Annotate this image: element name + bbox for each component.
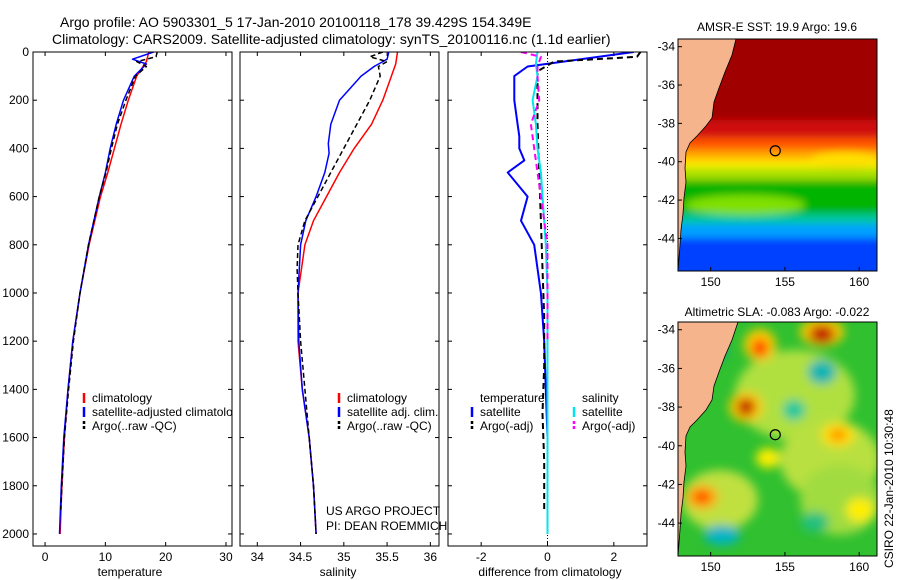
sst-lon-tick-label: 150 <box>701 275 721 289</box>
sst-map-frame <box>677 38 878 272</box>
sst-lat-tick-label: -38 <box>658 116 676 130</box>
temperature-legend-climatology-label: climatology <box>92 391 152 405</box>
temperature-series-3 <box>59 52 158 510</box>
difference-xtick-label: 2 <box>610 550 617 564</box>
sst-lat-tick-label: -40 <box>658 155 676 169</box>
salinity-axes-frame <box>239 51 440 547</box>
sst-lat-tick-label: -34 <box>658 40 676 54</box>
sst-map-title: AMSR-E SST: 19.9 Argo: 19.6 <box>697 20 857 34</box>
header-line-2: Climatology: CARS2009. Satellite-adjuste… <box>52 31 610 47</box>
salinity-xtick-label: 34 <box>251 550 265 564</box>
sst-lon-tick-label: 155 <box>775 275 795 289</box>
sla-lat-tick-label: -36 <box>658 361 676 375</box>
temperature-xlabel: temperature <box>98 565 163 579</box>
difference-series-2 <box>536 52 642 510</box>
depth-tick-label: 200 <box>9 93 29 107</box>
sst-argo-location-marker <box>769 145 781 157</box>
temperature-panel: 0 10 20 30 0 200 400 600 800 1000 1200 1400 1600 1800… <box>2 45 245 579</box>
sla-lat-tick-label: -38 <box>658 400 676 414</box>
salinity-legend-argo-label: Argo(..raw -QC) <box>347 419 432 433</box>
header-line-1: Argo profile: AO 5903301_5 17-Jan-2010 2… <box>60 14 531 30</box>
difference-xtick-label: 0 <box>544 550 551 564</box>
salinity-xtick-label: 35.5 <box>375 550 399 564</box>
salinity-legend-climatology-label: climatology <box>347 391 407 405</box>
sla-field <box>682 322 877 545</box>
depth-tick-label: 800 <box>9 238 29 252</box>
salinity-series-1 <box>297 52 399 535</box>
difference-legend-temp-satellite-label: satellite <box>480 405 521 419</box>
sst-land-coast <box>678 39 737 271</box>
sla-lon-tick-label: 160 <box>849 560 869 574</box>
pi-credit: PI: DEAN ROEMMICH <box>326 519 447 533</box>
temperature-legend-argo-label: Argo(..raw -QC) <box>92 419 177 433</box>
depth-tick-label: 2000 <box>2 527 29 541</box>
sla-lat-tick-label: -40 <box>658 439 676 453</box>
salinity-xlabel: salinity <box>320 565 357 579</box>
sla-map: 150 155 160 -34 -36 -38 -40 -42 -44 <box>658 321 878 574</box>
salinity-xtick-label: 36 <box>424 550 438 564</box>
depth-tick-label: 600 <box>9 190 29 204</box>
temperature-series-1 <box>59 52 150 535</box>
salinity-legend-satellite-label: satellite adj. clim. <box>347 405 438 419</box>
temperature-xtick-label: 20 <box>159 550 173 564</box>
depth-tick-label: 1800 <box>2 479 29 493</box>
sla-lat-tick-label: -44 <box>658 516 676 530</box>
difference-legend: temperature salinitysatelliteArgo(-adj)sa… <box>470 391 635 433</box>
salinity-xtick-label: 34.5 <box>289 550 313 564</box>
sla-argo-location-marker <box>769 429 781 441</box>
difference-legend-temperature-title: temperature <box>480 391 545 405</box>
difference-series-4 <box>520 52 549 342</box>
temperature-axes-frame <box>32 51 233 547</box>
depth-tick-label: 1200 <box>2 334 29 348</box>
depth-tick-label: 1400 <box>2 382 29 396</box>
depth-tick-label: 0 <box>22 45 29 59</box>
salinity-xtick-label: 35 <box>337 550 351 564</box>
difference-panel: -2 0 2 difference from climatology tempera… <box>447 51 648 579</box>
project-credit: US ARGO PROJECT <box>326 504 441 518</box>
sla-lat-tick-label: -34 <box>658 323 676 337</box>
timestamp-stamp: CSIRO 22-Jan-2010 10:30:48 <box>882 409 896 568</box>
sla-map-title: Altimetric SLA: -0.083 Argo: -0.022 <box>685 305 870 319</box>
difference-legend-sal-argo-label: Argo(-adj) <box>582 419 635 433</box>
sst-lat-tick-label: -42 <box>658 193 676 207</box>
depth-tick-label: 1000 <box>2 286 29 300</box>
sst-lat-tick-label: -44 <box>658 231 676 245</box>
depth-tick-label: 1600 <box>2 431 29 445</box>
sla-lon-tick-label: 150 <box>701 560 721 574</box>
sst-lat-tick-label: -36 <box>658 78 676 92</box>
temperature-xtick-label: 0 <box>42 550 49 564</box>
temperature-series-2 <box>58 52 154 535</box>
sla-lat-tick-label: -42 <box>658 477 676 491</box>
temperature-legend-satellite-label: satellite-adjusted climatology <box>92 405 245 419</box>
salinity-series-2 <box>297 52 390 535</box>
sst-map: 150 155 160 -34 -36 -38 -40 -42 -44 <box>658 38 878 289</box>
difference-xlabel: difference from climatology <box>478 565 621 579</box>
sla-map-frame <box>677 321 878 557</box>
depth-tick-label: 400 <box>9 141 29 155</box>
sla-lon-tick-label: 155 <box>775 560 795 574</box>
temperature-xtick-label: 10 <box>99 550 113 564</box>
sst-lon-tick-label: 160 <box>849 275 869 289</box>
difference-xtick-label: -2 <box>476 550 487 564</box>
difference-series-1 <box>506 52 634 534</box>
salinity-series-3 <box>296 52 388 535</box>
temperature-xtick-label: 30 <box>219 550 233 564</box>
sla-land-coast <box>678 322 739 556</box>
difference-legend-sal-satellite-label: satellite <box>582 405 623 419</box>
difference-legend-salinity-title: salinity <box>582 391 619 405</box>
salinity-panel: 34 34.5 35 35.5 36 salinity climatologysatel… <box>239 51 440 579</box>
difference-legend-temp-argo-label: Argo(-adj) <box>480 419 533 433</box>
